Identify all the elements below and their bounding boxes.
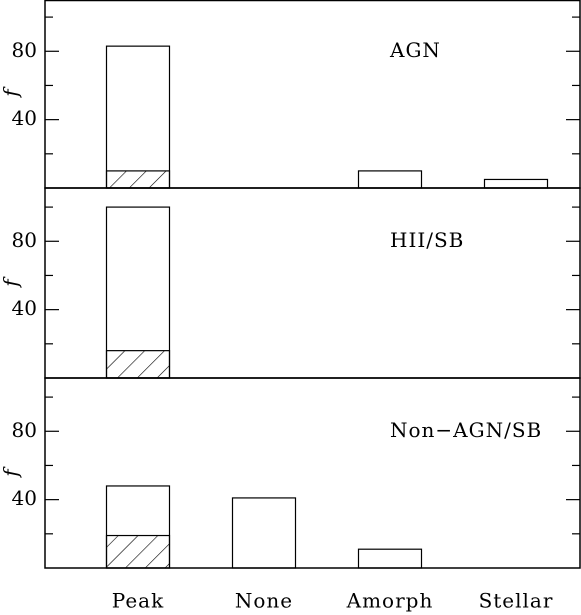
bar (105, 350, 171, 379)
y-axis-label: f (0, 86, 23, 99)
bar (105, 534, 171, 569)
y-tick-label: 40 (12, 486, 37, 510)
panel-label: Non−AGN/SB (390, 418, 542, 442)
y-tick-label: 80 (12, 418, 37, 442)
bar (483, 178, 549, 189)
bar (105, 170, 171, 189)
x-tick-label: Peak (112, 589, 164, 613)
panel-frame (44, 377, 581, 569)
x-tick-label: Amorph (346, 589, 434, 613)
x-tick-label: None (235, 589, 293, 613)
bar (105, 45, 171, 189)
panel-label: HII/SB (390, 228, 464, 252)
bar (357, 548, 423, 569)
y-tick-label: 80 (12, 228, 37, 252)
y-axis-label: f (0, 276, 23, 289)
bar (357, 170, 423, 189)
bar (231, 497, 297, 569)
y-tick-label: 40 (12, 106, 37, 130)
x-tick-label: Stellar (479, 589, 554, 613)
y-tick-label: 40 (12, 296, 37, 320)
y-axis-label: f (0, 466, 23, 479)
y-tick-label: 80 (12, 38, 37, 62)
panel-label: AGN (389, 38, 441, 62)
